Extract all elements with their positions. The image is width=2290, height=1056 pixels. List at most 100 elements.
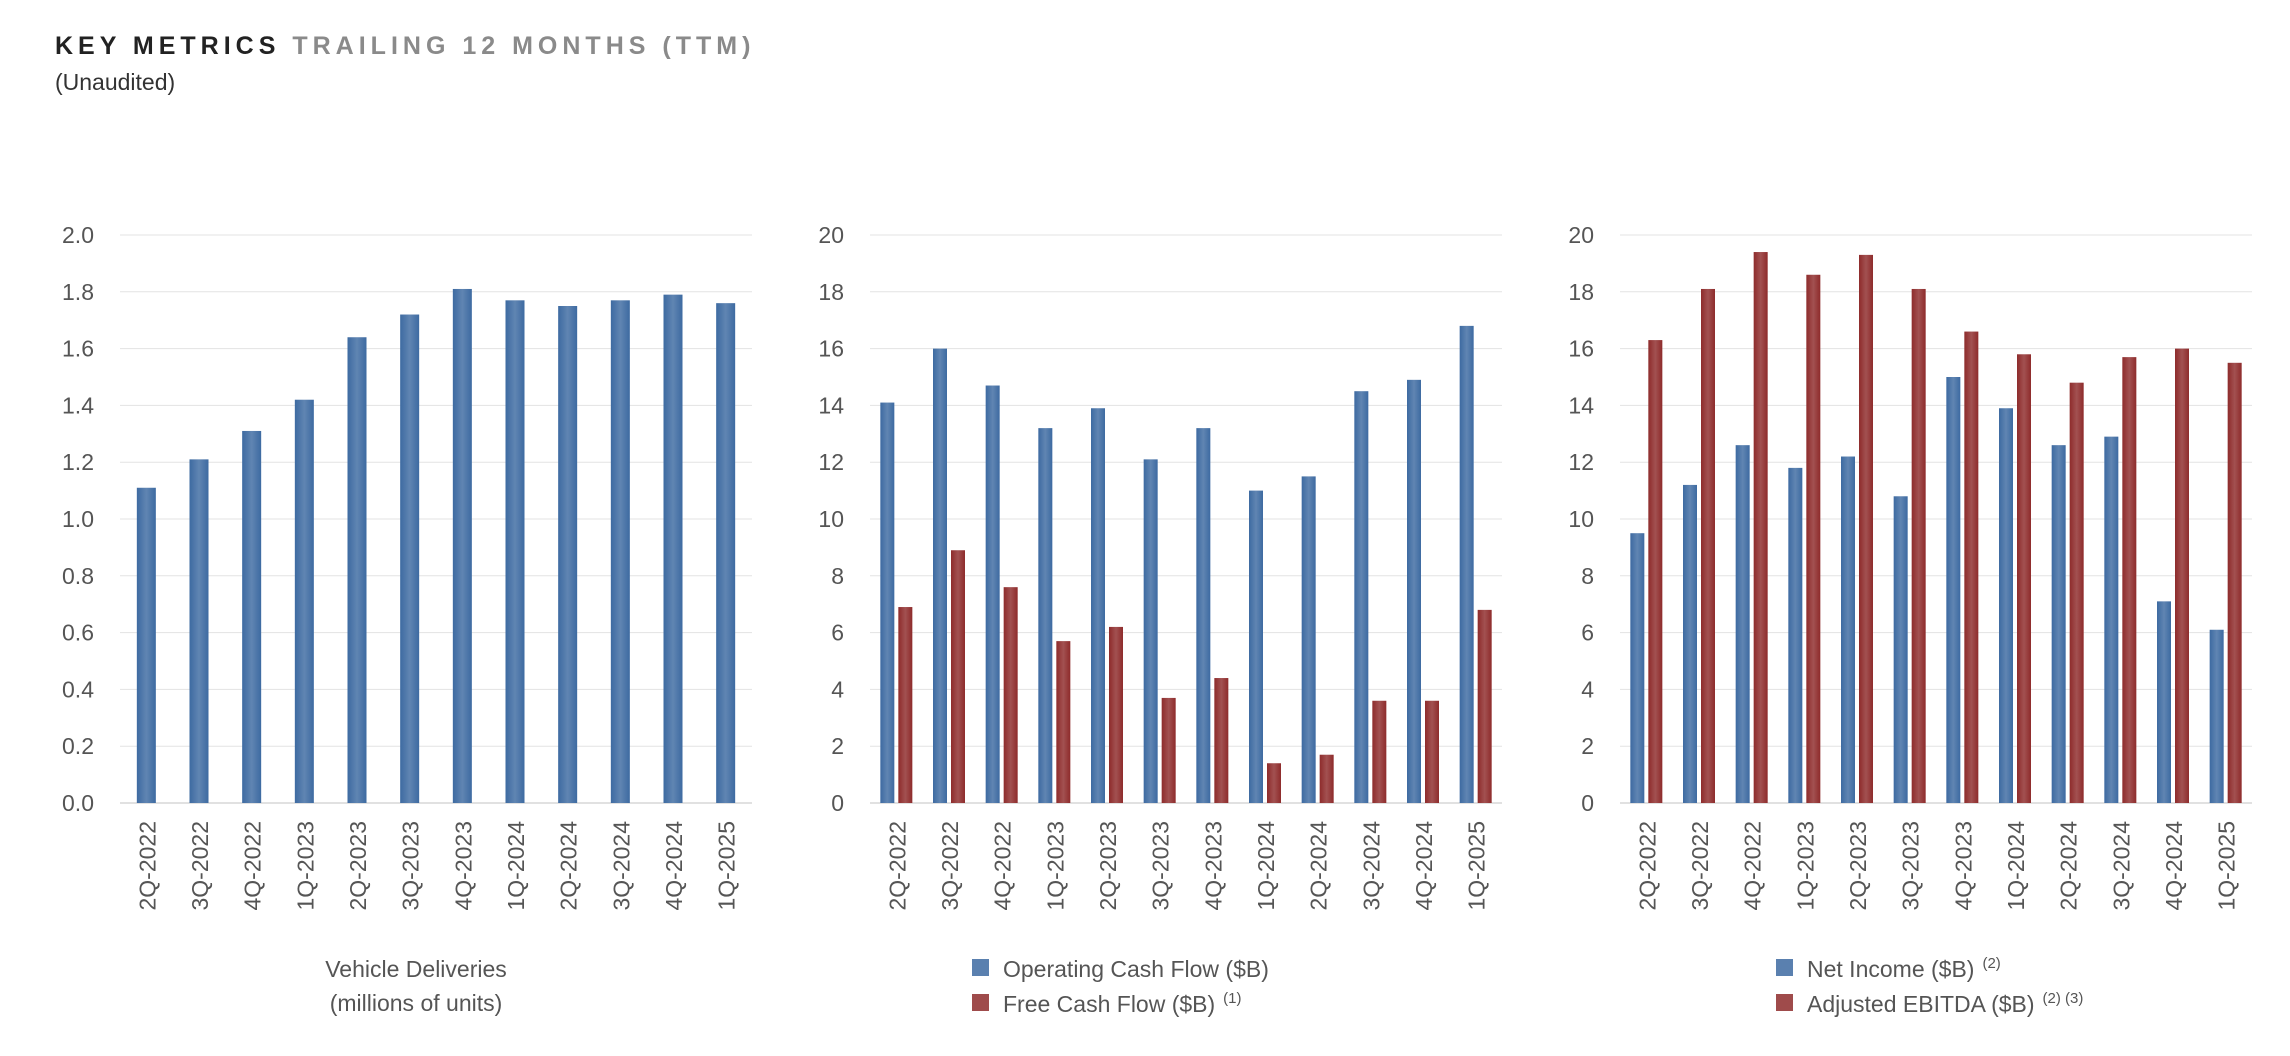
y-tick-label: 4 — [831, 676, 844, 702]
bar-series2 — [1003, 587, 1018, 803]
bar-series1 — [1946, 377, 1961, 803]
page-title: KEY METRICS TRAILING 12 MONTHS (TTM) — [55, 32, 755, 61]
bar-series2 — [1859, 254, 1873, 803]
legend-footnote: (2) — [1982, 955, 2000, 972]
bar-series1 — [2051, 445, 2066, 803]
x-tick-label: 2Q-2023 — [1095, 821, 1121, 911]
y-tick-label: 10 — [1568, 506, 1594, 532]
x-tick-label: 4Q-2024 — [1411, 821, 1437, 911]
bar-series2 — [1425, 700, 1439, 803]
y-tick-label: 14 — [1568, 392, 1594, 418]
y-tick-label: 12 — [818, 449, 844, 475]
bar-series2 — [1701, 288, 1715, 804]
bar-series2 — [1911, 288, 1926, 804]
x-tick-label: 3Q-2024 — [1358, 821, 1384, 911]
y-tick-label: 0 — [1581, 790, 1594, 816]
y-tick-label: 8 — [1581, 563, 1594, 589]
bar-series1 — [1196, 428, 1211, 803]
y-tick-label: 14 — [818, 392, 844, 418]
bar-series1 — [1841, 456, 1855, 803]
y-tick-label: 18 — [818, 279, 844, 305]
y-tick-label: 0.8 — [62, 563, 94, 589]
x-tick-label: 3Q-2022 — [1687, 821, 1713, 911]
bar-series1 — [1893, 496, 1908, 803]
bar-series1 — [1459, 325, 1474, 803]
y-tick-label: 2 — [1581, 733, 1594, 759]
page-subtitle: (Unaudited) — [55, 69, 176, 95]
x-tick-label: 1Q-2025 — [1464, 821, 1490, 911]
bar-series1 — [1038, 428, 1053, 803]
bar-series1 — [1249, 490, 1263, 803]
x-tick-label: 4Q-2024 — [661, 821, 687, 911]
y-tick-label: 6 — [831, 620, 844, 646]
x-tick-label: 3Q-2024 — [608, 821, 634, 911]
legend-label: Adjusted EBITDA ($B) (2) (3) — [1807, 990, 2083, 1017]
chart-caption-line: Vehicle Deliveries — [325, 956, 507, 982]
legend-item: Net Income ($B) (2) — [1776, 955, 2001, 982]
y-tick-label: 0.4 — [62, 676, 94, 702]
bar-series1 — [933, 348, 947, 803]
x-tick-label: 4Q-2022 — [990, 821, 1016, 911]
bar-series1 — [1091, 408, 1105, 803]
x-tick-label: 2Q-2024 — [2056, 821, 2082, 911]
bar-series2 — [1648, 340, 1663, 803]
bar-series2 — [2017, 354, 2031, 803]
bar-series1 — [2157, 601, 2171, 803]
y-tick-label: 1.0 — [62, 506, 94, 532]
x-tick-label: 3Q-2023 — [1148, 821, 1174, 911]
legend-swatch — [1776, 959, 1793, 976]
title-main: KEY METRICS — [55, 32, 281, 60]
legend-label: Free Cash Flow ($B) (1) — [1003, 990, 1242, 1017]
bar-series1 — [985, 385, 1000, 803]
bar-series1 — [663, 294, 683, 803]
x-tick-label: 3Q-2023 — [398, 821, 424, 911]
bar-series2 — [1109, 626, 1123, 803]
x-tick-label: 3Q-2022 — [937, 821, 963, 911]
y-tick-label: 2.0 — [62, 222, 94, 248]
y-tick-label: 1.6 — [62, 336, 94, 362]
x-tick-label: 4Q-2024 — [2161, 821, 2187, 911]
bar-series1 — [1630, 533, 1645, 803]
cash-flow-chart: 0 2 4 6 8 10 12 14 16 18 20 2Q-2022 3Q-2022 4Q-2022 1Q… — [818, 222, 1502, 1017]
bar-series2 — [1161, 697, 1176, 803]
bar-series2 — [898, 607, 913, 803]
bar-series1 — [2104, 436, 2119, 803]
bar-series1 — [294, 399, 314, 803]
bar-series1 — [136, 487, 156, 803]
bar-series1 — [610, 300, 630, 803]
legend-swatch — [1776, 994, 1793, 1011]
y-tick-label: 1.2 — [62, 449, 94, 475]
y-tick-label: 1.8 — [62, 279, 94, 305]
legend-swatch — [972, 959, 989, 976]
y-tick-label: 2 — [831, 733, 844, 759]
x-tick-label: 1Q-2023 — [1792, 821, 1818, 911]
x-tick-label: 1Q-2024 — [2003, 821, 2029, 911]
y-tick-label: 0.0 — [62, 790, 94, 816]
bar-series2 — [1214, 678, 1229, 803]
x-tick-label: 4Q-2023 — [1950, 821, 1976, 911]
x-tick-label: 2Q-2023 — [345, 821, 371, 911]
x-tick-label: 2Q-2023 — [1845, 821, 1871, 911]
y-tick-label: 10 — [818, 506, 844, 532]
bar-series2 — [1806, 274, 1821, 803]
bar-series2 — [1056, 641, 1071, 803]
bar-series1 — [1683, 484, 1697, 803]
bar-series2 — [1964, 331, 1979, 803]
bar-series2 — [2175, 348, 2189, 803]
bar-series2 — [1477, 609, 1492, 803]
bar-series1 — [716, 303, 736, 803]
y-tick-label: 0.6 — [62, 620, 94, 646]
income-ebitda-chart: 0 2 4 6 8 10 12 14 16 18 20 2Q-2022 3Q-2022 4Q-2022 1Q… — [1568, 222, 2252, 1017]
bar-series1 — [189, 459, 209, 803]
legend-footnote: (2) (3) — [2043, 990, 2084, 1007]
x-tick-label: 1Q-2025 — [2214, 821, 2240, 911]
y-tick-label: 18 — [1568, 279, 1594, 305]
vehicle-deliveries-chart: 0.0 0.2 0.4 0.6 0.8 1.0 1.2 1.4 1.6 1.8 2.0 2Q-2022… — [62, 222, 752, 1016]
y-tick-label: 20 — [818, 222, 844, 248]
x-tick-label: 4Q-2022 — [240, 821, 266, 911]
x-tick-label: 2Q-2022 — [884, 821, 910, 911]
page-header: KEY METRICS TRAILING 12 MONTHS (TTM) (Un… — [55, 32, 755, 96]
x-tick-label: 4Q-2023 — [450, 821, 476, 911]
bar-series1 — [558, 306, 578, 803]
y-tick-label: 0 — [831, 790, 844, 816]
